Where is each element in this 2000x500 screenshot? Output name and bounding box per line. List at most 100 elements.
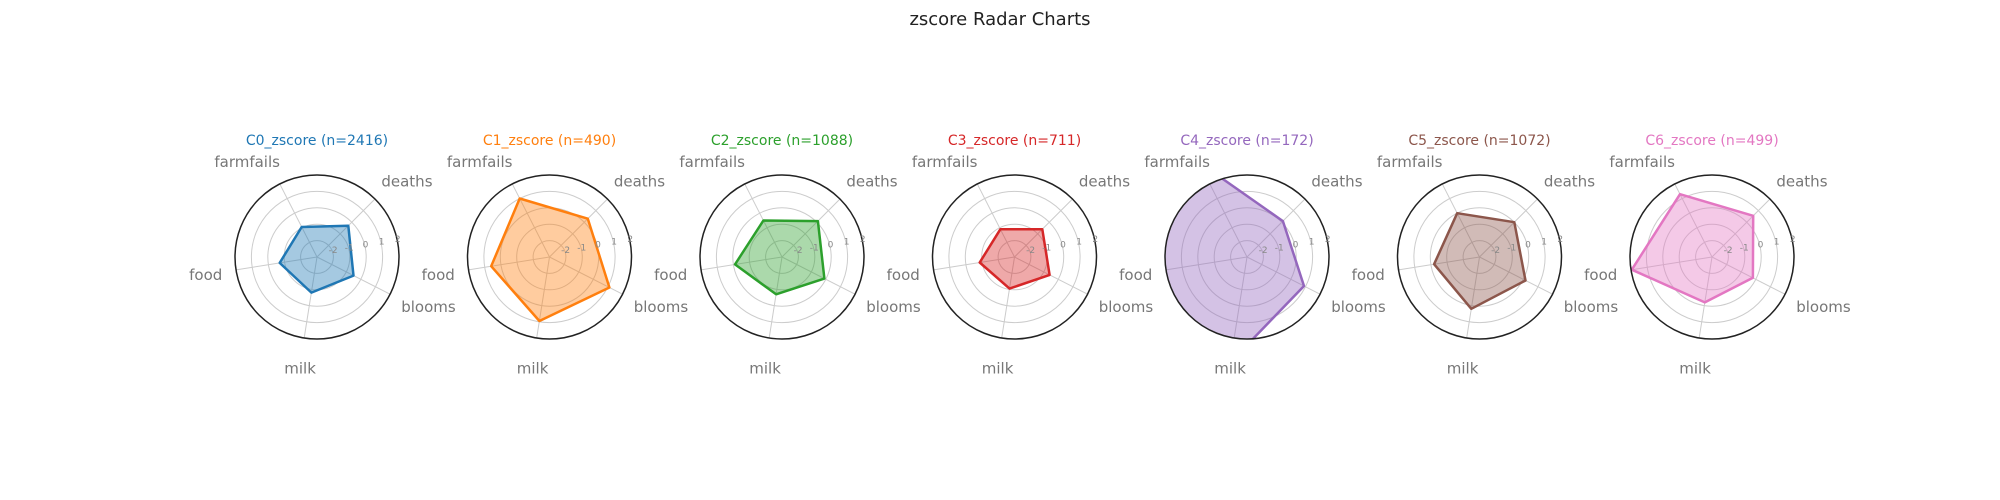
radial-tick-label: 0 [1525,240,1531,250]
axis-label-milk: milk [517,360,549,378]
radial-tick-label: 0 [828,240,834,250]
axis-label-blooms: blooms [866,298,921,316]
grid-circle [532,240,567,274]
axis-label-food: food [422,266,455,284]
axis-label-milk: milk [1679,360,1711,378]
radial-tick-label: 2 [1557,235,1563,245]
panel-title: C6_zscore (n=499) [1645,133,1778,149]
axis-label-food: food [1352,266,1385,284]
panel-title: C3_zscore (n=711) [948,133,1081,149]
radial-tick-label: -2 [1491,246,1500,256]
spoke-deaths [316,198,376,258]
grid-circle [1678,223,1746,291]
spoke-food [468,256,550,271]
radial-tick-label: 1 [1541,238,1547,248]
data-polygon [489,197,611,323]
radial-tick-label: 0 [1060,240,1066,250]
axis-label-food: food [189,266,222,284]
outer-circle [699,174,865,340]
radial-tick-label: -1 [577,243,586,253]
figure-title: zscore Radar Charts [909,9,1090,30]
grid-circle [964,207,1065,307]
radial-tick-label: 2 [1325,235,1331,245]
spoke-food [1165,256,1248,271]
radial-tick-label: 1 [1774,238,1780,248]
spoke-farmfails [279,183,318,258]
panel-title: C5_zscore (n=1072) [1408,133,1550,149]
radial-tick-label: -1 [1740,243,1749,253]
spoke-milk [1233,256,1248,339]
radial-tick-label: 2 [860,235,866,245]
radar-panel-4: -2 -1 0 1 2 deaths farmfails food milk blooms C4_z… [1119,133,1386,378]
axis-label-deaths: deaths [1311,173,1362,191]
grid-circle [1695,240,1729,274]
spoke-deaths [1014,198,1073,258]
radial-tick-label: 0 [363,240,369,250]
grid-circle [715,190,849,324]
spoke-blooms [1014,256,1088,295]
radial-tick-label: -1 [1042,243,1051,253]
outer-circle [234,174,400,340]
spoke-milk [1466,256,1480,339]
radial-tick-label: 2 [1092,235,1098,245]
outer-circle [1629,174,1795,340]
radial-tick-label: 1 [844,238,850,248]
grid-circle [732,207,832,307]
radial-tick-label: -2 [1724,246,1733,256]
radial-tick-label: 0 [1758,240,1764,250]
axis-label-milk: milk [749,360,781,378]
axis-label-food: food [1119,266,1152,284]
spoke-blooms [1711,256,1786,295]
grid-circle [267,207,367,307]
spoke-milk [303,256,318,339]
grid-circle [997,240,1032,274]
radar-panel-0: -2 -1 0 1 2 deaths farmfails food milk blooms C0_z… [189,133,456,378]
radial-tick-label: 0 [595,240,601,250]
data-polygon [978,227,1051,290]
grid-circle [1180,190,1314,324]
grid-circle [748,223,816,291]
grid-circle [1230,240,1264,274]
spoke-blooms [1479,256,1553,295]
axis-label-blooms: blooms [1331,298,1386,316]
outer-circle [1396,174,1563,340]
spoke-food [1398,256,1480,271]
outer-circle [466,174,633,340]
radar-panel-1: -2 -1 0 1 2 deaths farmfails food milk blooms C1_z… [422,133,689,378]
spoke-food [1630,256,1713,271]
radial-tick-label: -2 [561,246,570,256]
axis-label-deaths: deaths [381,173,432,191]
radar-panels: -2 -1 0 1 2deathsfarmfailsfoodmilkbloomsC0_z… [189,133,1851,378]
spoke-farmfails [511,183,550,258]
panel-title: C0_zscore (n=2416) [246,133,388,149]
radial-tick-label: -1 [345,243,354,253]
grid-circle [1446,223,1513,291]
axis-label-farmfails: farmfails [447,153,513,171]
panel-title: C1_zscore (n=490) [483,133,616,149]
radar-panel-2: -2 -1 0 1 2 deaths farmfails food milk blooms C2_z… [654,133,921,378]
grid-circle [516,223,583,291]
radial-tick-label: -1 [1507,243,1516,253]
spoke-deaths [1479,198,1538,258]
radial-tick-label: -2 [794,246,803,256]
outer-circle [931,174,1098,340]
axis-label-milk: milk [284,360,316,378]
radial-tick-label: -2 [329,246,338,256]
spoke-farmfails [1209,183,1248,258]
axis-label-deaths: deaths [846,173,897,191]
radial-tick-label: 1 [379,238,385,248]
axis-label-blooms: blooms [1796,298,1851,316]
axis-label-farmfails: farmfails [679,153,745,171]
spoke-farmfails [976,183,1015,258]
outer-circle [1164,174,1330,340]
radial-tick-label: 1 [1309,238,1315,248]
spoke-deaths [549,198,608,258]
spoke-milk [768,256,783,339]
data-polygon [1432,211,1527,311]
radial-tick-label: -1 [1275,243,1284,253]
grid-circle [1645,190,1779,324]
axis-label-deaths: deaths [1079,173,1130,191]
axis-label-farmfails: farmfails [214,153,280,171]
axis-label-food: food [887,266,920,284]
axis-label-deaths: deaths [1776,173,1827,191]
